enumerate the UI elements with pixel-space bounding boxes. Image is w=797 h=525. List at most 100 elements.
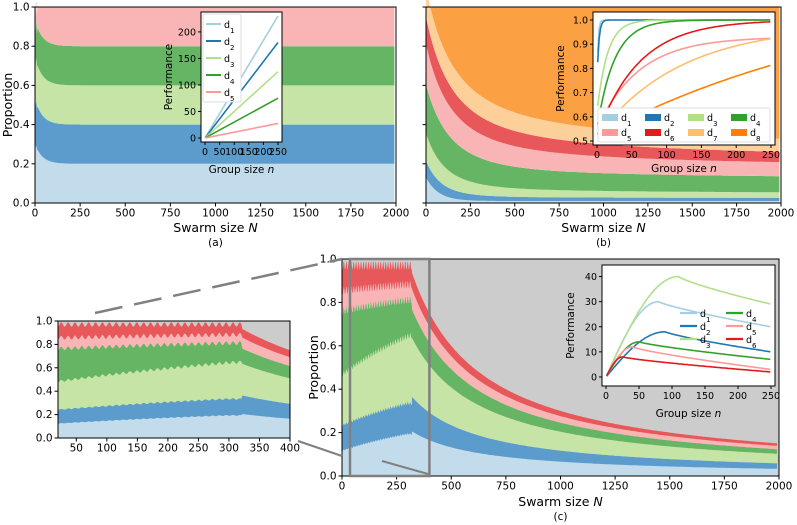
b-inset-axes: 0 50 100 150 200 250 0.5 0.6 0.7 0.8 0.9 1.0 <box>573 11 780 161</box>
b-legend-label: d7 <box>707 128 718 143</box>
b-axes: 0 250 500 750 1000 1250 1500 1750 2000 <box>423 6 795 220</box>
a-inset-xtick-label: 200 <box>254 147 272 158</box>
cz-ytick-label: 0.4 <box>36 386 53 398</box>
b-xlabel: Swarm size N <box>561 220 646 235</box>
b-legend-label: d8 <box>750 128 761 143</box>
c-caption: (c) <box>554 511 568 523</box>
c-xtick-label: 1750 <box>711 481 738 493</box>
c-xtick-label: 500 <box>441 481 461 493</box>
b-inset-xtick-label: 150 <box>692 150 710 161</box>
c-band-1 <box>342 431 777 476</box>
b-band-5 <box>426 45 780 177</box>
b-xtick-label: 1000 <box>590 208 617 220</box>
c-inset-line-d2 <box>606 330 771 377</box>
cz-band-1 <box>58 414 290 438</box>
c-inset-ytick-label: 20 <box>585 322 597 333</box>
b-legend-label: d5 <box>621 128 632 143</box>
a-inset-line-d2 <box>204 42 279 139</box>
b-xtick-label: 1500 <box>679 208 706 220</box>
c-inset-axes: 0 50 100 150 200 250 0 10 20 30 40 <box>585 264 780 402</box>
cz-xtick-label: 200 <box>158 443 178 455</box>
a-ytick-label: 0.2 <box>13 158 30 170</box>
b-band-1 <box>426 177 780 203</box>
a-inset-line-d5 <box>205 122 279 139</box>
cz-xtick-label: 350 <box>249 443 269 455</box>
c-ytick-label: 0.8 <box>320 297 337 309</box>
c-zoom-box <box>348 257 431 478</box>
a-ytick-label: 0.8 <box>13 41 30 53</box>
c-inset-line-d3 <box>605 275 771 376</box>
a-xtick-label: 500 <box>115 208 135 220</box>
c-inset-ylabel: Performance <box>565 292 577 359</box>
b-band-2 <box>426 161 780 201</box>
c-ytick-label: 0.2 <box>320 427 337 439</box>
a-inset-ytick-label: 100 <box>178 80 196 91</box>
b-inset-xlabel: Group size n <box>651 163 717 175</box>
a-legend-label: d5 <box>224 88 235 103</box>
c-inset-xtick-label: 150 <box>696 391 714 402</box>
a-axes: 0 250 500 750 1000 1250 1500 1750 20000.00.20.40… <box>13 2 410 220</box>
c-xtick-label: 2000 <box>766 481 793 493</box>
a-inset-xlabel: Group size n <box>209 164 275 176</box>
c-band-6 <box>342 261 777 446</box>
a-inset-xtick-label: 0 <box>202 147 208 158</box>
a-inset-ytick-label: 0 <box>190 134 196 145</box>
cz-axes: 50 100 150 200 250 300 350 400 0.0 0.2 0.4 0.6 0.8 1.… <box>36 316 300 455</box>
b-legend-swatch <box>688 129 704 136</box>
a-inset-frame <box>200 11 283 143</box>
c-ytick-label: 0.0 <box>320 471 337 483</box>
cz-band-5 <box>58 332 290 366</box>
c-xtick-label: 250 <box>387 481 407 493</box>
a-band-1 <box>35 142 395 203</box>
c-ytick-label: 0.4 <box>320 384 337 396</box>
b-xtick-label: 0 <box>423 208 430 220</box>
b-inset-ytick-label: 0.9 <box>573 40 588 51</box>
b-inset-ytick-label: 1.0 <box>573 16 588 27</box>
a-xlabel: Swarm size N <box>173 220 258 235</box>
b-legend-swatch <box>645 129 661 136</box>
a-inset-ylabel: Performance <box>163 44 175 111</box>
c-inset-xtick-label: 50 <box>633 391 645 402</box>
a-inset-ytick-label: 50 <box>184 107 196 118</box>
a-ytick-label: 1.0 <box>13 2 30 14</box>
cz-band-2 <box>58 395 290 424</box>
c-inset-ytick-label: 0 <box>591 372 597 383</box>
b-legend-swatch <box>602 129 618 136</box>
a-xtick-label: 2000 <box>383 208 410 220</box>
c-connector-top <box>94 257 343 315</box>
cz-ytick-label: 0.8 <box>36 339 53 351</box>
a-ytick-label: 0.0 <box>13 198 30 210</box>
b-inset-xtick-label: 0 <box>594 150 600 161</box>
b-xtick-label: 2000 <box>768 208 795 220</box>
c-inset-line-d5 <box>605 346 771 377</box>
a-ytick-label: 0.4 <box>13 119 30 131</box>
c-inset-line-d6 <box>605 356 771 377</box>
a-legend-label: d1 <box>224 20 235 35</box>
c-axes: 0 250 500 750 1000 1250 1500 1750 20000.00.20.40… <box>320 254 793 493</box>
cz-ytick-label: 1.0 <box>36 316 53 328</box>
cz-ytick-label: 0.6 <box>36 362 53 374</box>
b-legend-swatch <box>602 114 618 121</box>
c-legend-label: d3 <box>700 335 711 350</box>
c-inset-xtick-label: 250 <box>762 391 780 402</box>
b-xtick-label: 1250 <box>635 208 662 220</box>
c-inset-ytick-label: 40 <box>585 272 597 283</box>
a-caption: (a) <box>208 237 223 249</box>
b-xtick-label: 250 <box>460 208 480 220</box>
b-legend-label: d4 <box>750 113 761 128</box>
a-xtick-label: 750 <box>160 208 180 220</box>
a-inset-line-d3 <box>204 71 279 139</box>
c-ytick-label: 0.6 <box>320 340 337 352</box>
b-inset-xtick-label: 100 <box>658 150 676 161</box>
c-inset-xlabel: Group size n <box>656 408 722 420</box>
c-xtick-label: 1250 <box>602 481 629 493</box>
b-band-7 <box>426 0 780 152</box>
a-inset-xtick-label: 50 <box>214 147 226 158</box>
b-band-3 <box>426 133 780 198</box>
a-xtick-label: 0 <box>32 208 39 220</box>
c-inset-line-d4 <box>606 340 771 377</box>
a-inset-line-d1 <box>204 15 279 138</box>
cz-band-4 <box>58 341 290 383</box>
cz-xtick-label: 400 <box>280 443 300 455</box>
b-xtick-label: 750 <box>549 208 569 220</box>
